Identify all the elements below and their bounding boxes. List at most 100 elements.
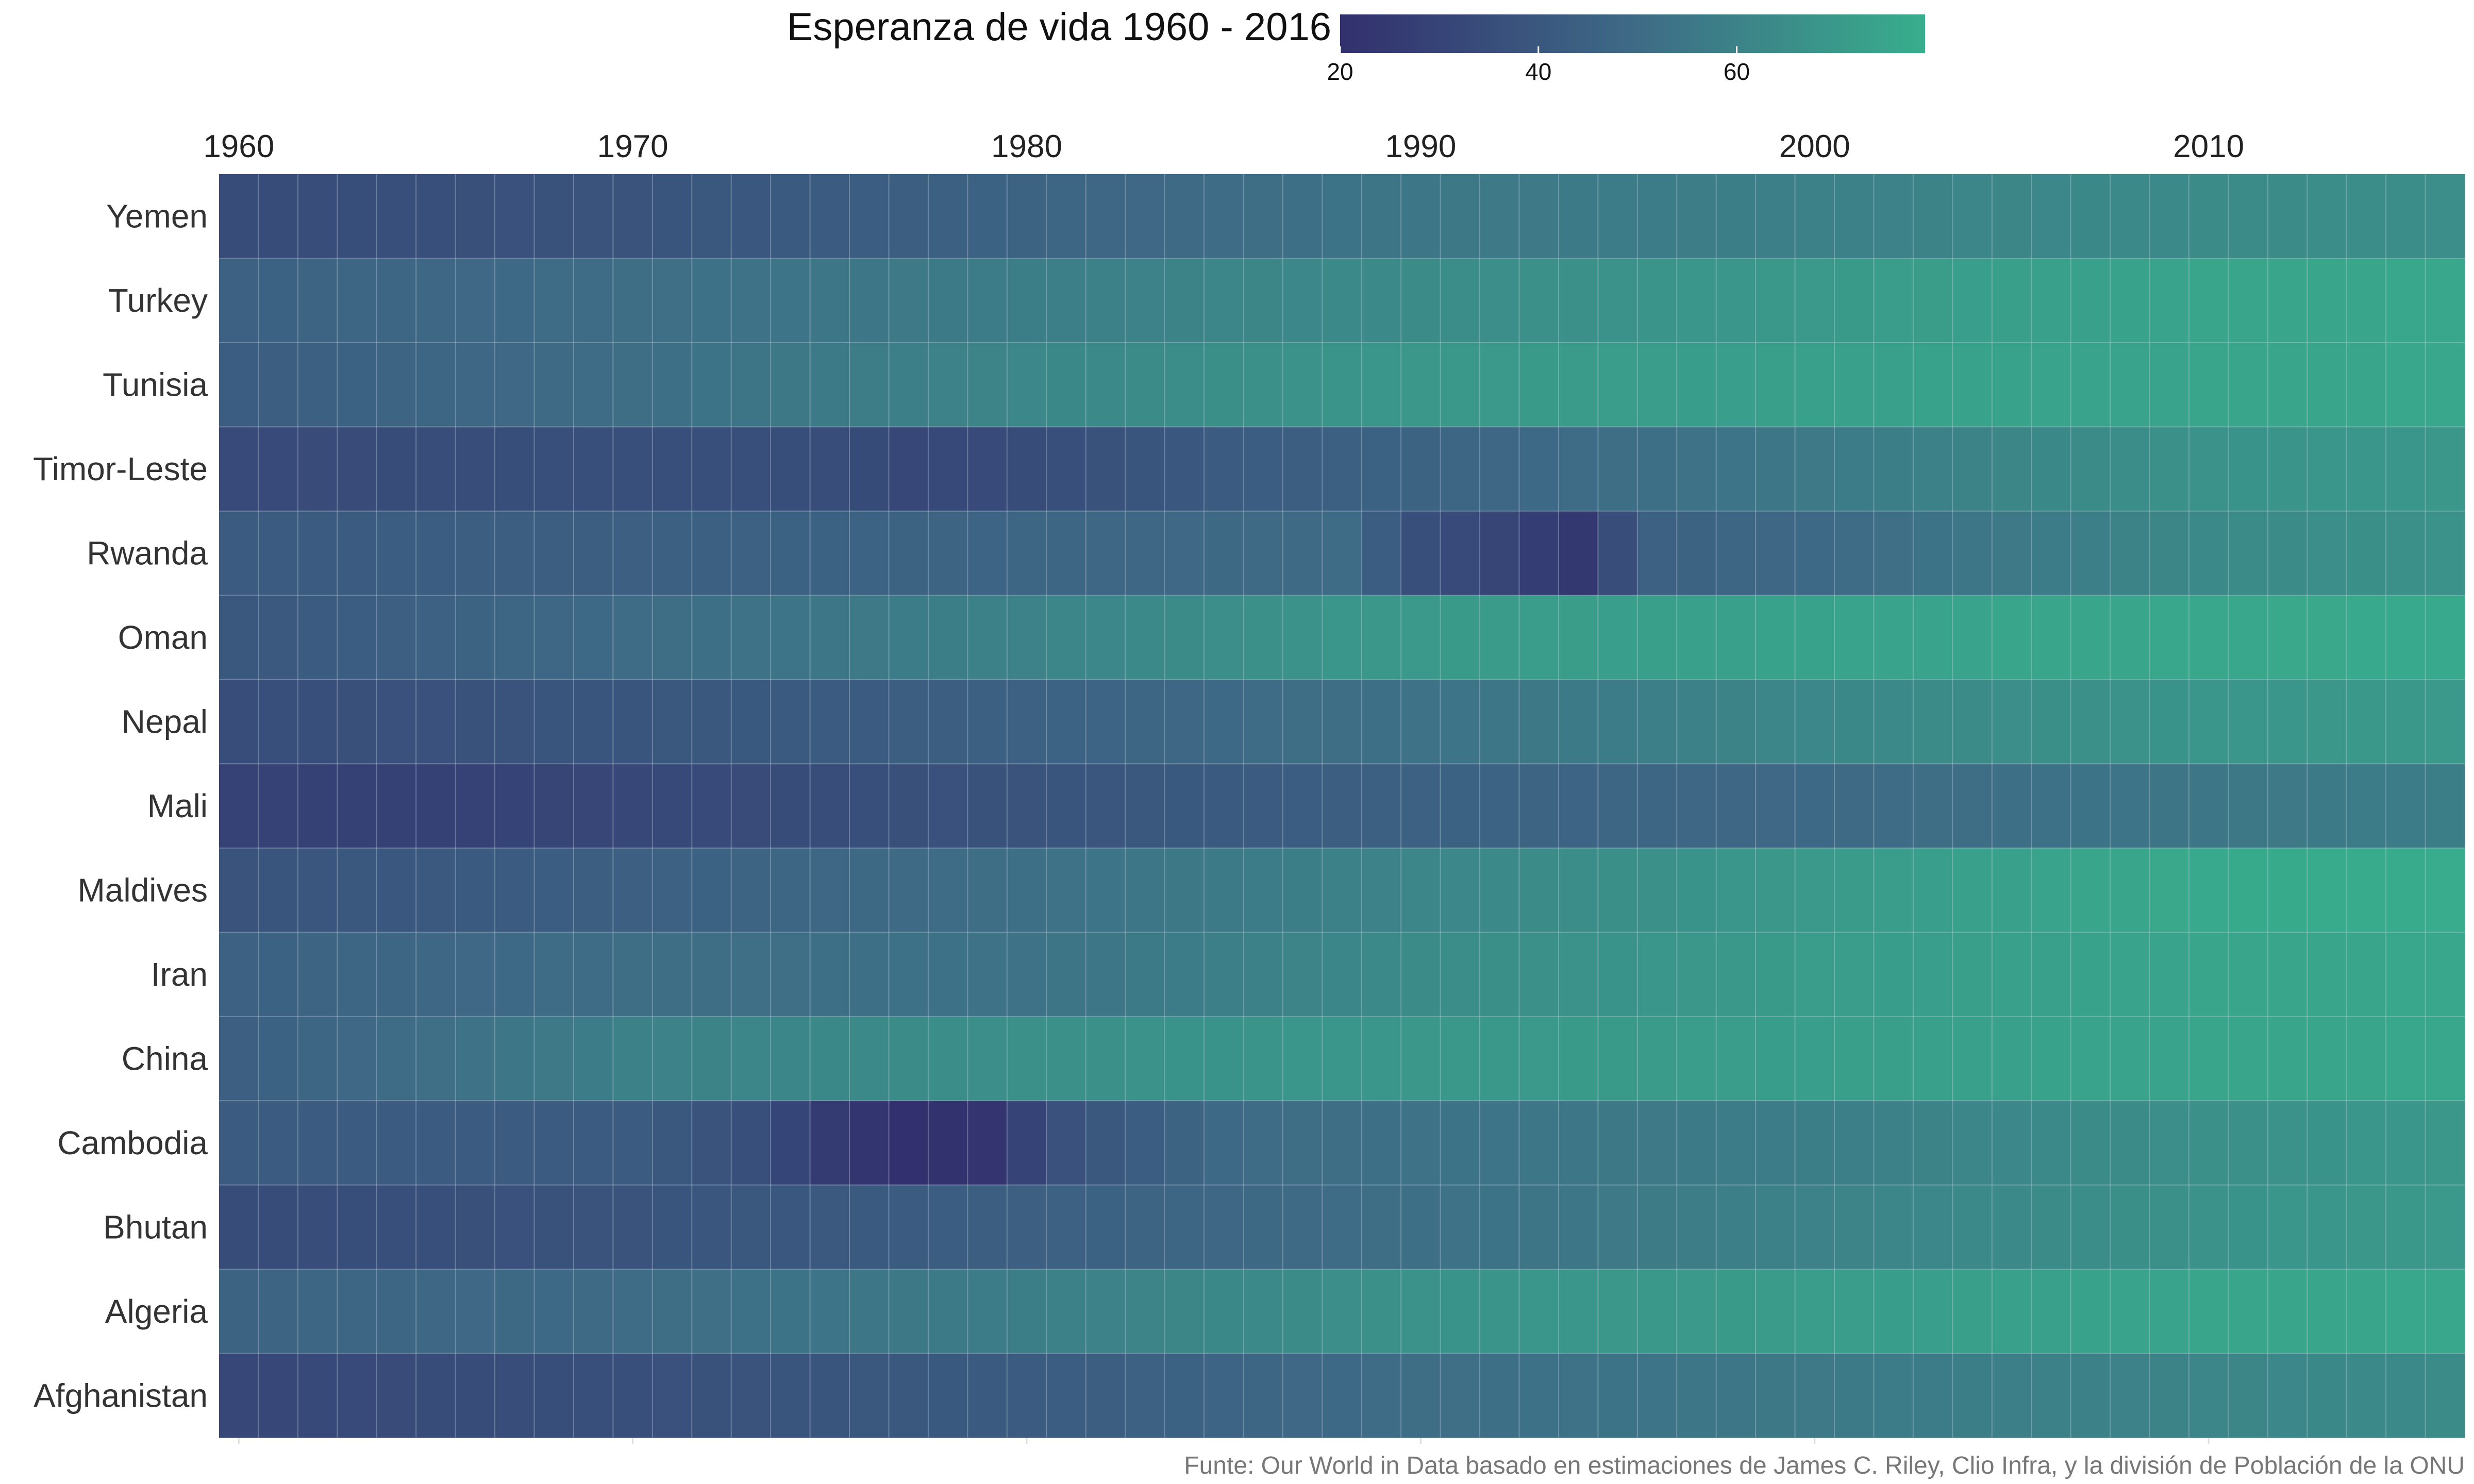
heatmap-cell <box>416 764 456 849</box>
heatmap-cell <box>1716 1101 1756 1186</box>
heatmap-cell <box>1519 427 1559 512</box>
heatmap-cell <box>416 932 456 1017</box>
heatmap-cell <box>1243 679 1283 764</box>
heatmap-cell <box>2307 1016 2347 1101</box>
heatmap-cell <box>1322 1353 1362 1438</box>
heatmap-cell <box>1203 427 1244 512</box>
heatmap-cell <box>1046 848 1086 933</box>
year-tick-label: 2010 <box>2173 129 2244 164</box>
heatmap-cell <box>1874 427 1914 512</box>
heatmap-cell <box>771 1101 811 1186</box>
heatmap-cell <box>692 1016 732 1101</box>
heatmap-cell <box>573 1353 613 1438</box>
heatmap-cell <box>771 1185 811 1270</box>
heatmap-cell <box>1913 764 1953 849</box>
heatmap-cell <box>2346 679 2386 764</box>
heatmap-cell <box>416 258 456 343</box>
heatmap-cell <box>455 174 495 259</box>
heatmap-cell <box>2346 511 2386 596</box>
heatmap-cell <box>1598 258 1638 343</box>
heatmap-cell <box>1834 1353 1875 1438</box>
heatmap-cell <box>928 174 968 259</box>
heatmap-cell <box>1125 1101 1165 1186</box>
heatmap-cell <box>258 764 298 849</box>
heatmap-cell <box>1637 511 1677 596</box>
heatmap-cell <box>2425 342 2465 427</box>
heatmap-cell <box>2425 1269 2465 1354</box>
heatmap-cell <box>1677 174 1717 259</box>
heatmap-cell <box>297 1269 338 1354</box>
heatmap-cell <box>534 174 574 259</box>
heatmap-cell <box>534 932 574 1017</box>
heatmap-cell <box>2188 1185 2229 1270</box>
heatmap-cell <box>2149 1016 2189 1101</box>
heatmap-cell <box>1756 174 1796 259</box>
heatmap-cell <box>1085 848 1126 933</box>
heatmap-cell <box>692 342 732 427</box>
heatmap-cell <box>495 932 535 1017</box>
heatmap-cell <box>613 679 653 764</box>
heatmap-cell <box>1243 764 1283 849</box>
heatmap-cell <box>613 1353 653 1438</box>
heatmap-cell <box>1677 342 1717 427</box>
heatmap-cell <box>1401 848 1441 933</box>
heatmap-cell <box>2425 595 2465 680</box>
heatmap-cell <box>495 848 535 933</box>
heatmap-cell <box>810 511 850 596</box>
heatmap-cell <box>1361 174 1401 259</box>
heatmap-cell <box>1834 174 1875 259</box>
country-label: Mali <box>147 787 208 824</box>
heatmap-cell <box>810 174 850 259</box>
heatmap-cell <box>613 932 653 1017</box>
heatmap-cell <box>2386 595 2426 680</box>
heatmap-cell <box>1361 1016 1401 1101</box>
heatmap-cell <box>1558 679 1598 764</box>
heatmap-cell <box>376 174 416 259</box>
heatmap-cell <box>1401 764 1441 849</box>
heatmap-cell <box>2228 1185 2268 1270</box>
heatmap-cell <box>731 764 771 849</box>
heatmap-cell <box>652 1101 692 1186</box>
heatmap-cell <box>2149 511 2189 596</box>
heatmap-cell <box>1637 932 1677 1017</box>
heatmap-cell <box>1007 1269 1047 1354</box>
heatmap-cell <box>1519 764 1559 849</box>
heatmap-cell <box>1519 595 1559 680</box>
heatmap-cell <box>219 1353 259 1438</box>
heatmap-cell <box>613 1016 653 1101</box>
heatmap-cell <box>967 679 1008 764</box>
heatmap-cell <box>534 342 574 427</box>
heatmap-cell <box>1519 848 1559 933</box>
heatmap-cell <box>1992 1185 2032 1270</box>
heatmap-cell <box>1716 764 1756 849</box>
heatmap-cell <box>2228 1101 2268 1186</box>
heatmap-cell <box>1874 1016 1914 1101</box>
heatmap-cell <box>1480 1185 1520 1270</box>
heatmap-cell <box>731 511 771 596</box>
heatmap-cell <box>692 595 732 680</box>
heatmap-cell <box>1322 1269 1362 1354</box>
heatmap-cell <box>376 932 416 1017</box>
heatmap-cell <box>1834 932 1875 1017</box>
heatmap-cell <box>1637 1101 1677 1186</box>
heatmap-cell <box>2031 1101 2071 1186</box>
heatmap-cell <box>416 679 456 764</box>
heatmap-cell <box>1282 1185 1323 1270</box>
heatmap-cell <box>1401 1353 1441 1438</box>
heatmap-cell <box>2386 764 2426 849</box>
heatmap-cell <box>1203 1269 1244 1354</box>
heatmap-cell <box>849 1185 890 1270</box>
heatmap-cell <box>1992 342 2032 427</box>
heatmap-cell <box>376 342 416 427</box>
heatmap-cell <box>1401 1016 1441 1101</box>
heatmap-cell <box>2307 342 2347 427</box>
heatmap-cell <box>1480 1353 1520 1438</box>
heatmap-cell <box>731 427 771 512</box>
heatmap-cell <box>652 427 692 512</box>
year-tick-label: 1980 <box>991 129 1062 164</box>
heatmap-cell <box>219 595 259 680</box>
heatmap-cell <box>1085 342 1126 427</box>
heatmap-cell <box>534 848 574 933</box>
heatmap-cell <box>1282 932 1323 1017</box>
heatmap-cell <box>1480 1101 1520 1186</box>
